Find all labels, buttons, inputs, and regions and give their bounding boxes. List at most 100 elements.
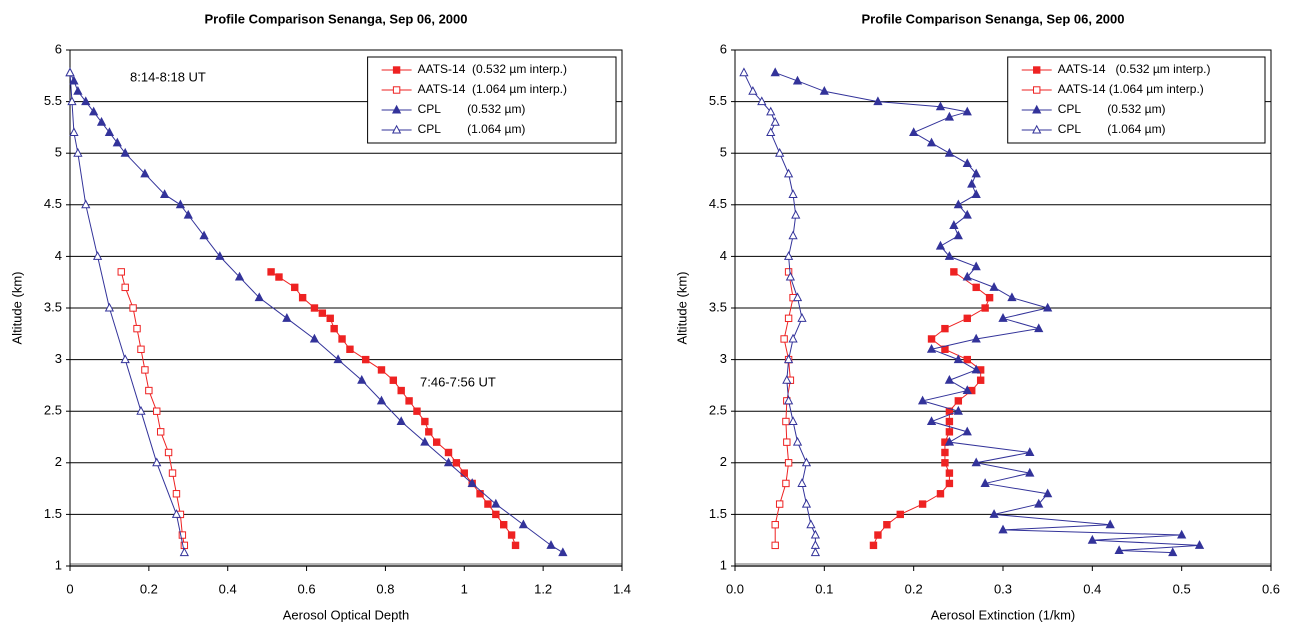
data-point (491, 498, 501, 508)
data-point (421, 417, 429, 426)
data-point (444, 448, 453, 457)
data-point (792, 436, 803, 446)
data-point (81, 96, 91, 106)
data-point (771, 521, 779, 529)
data-point (917, 395, 928, 405)
annotation: 8:14-8:18 UT (130, 69, 206, 84)
data-point (546, 540, 556, 549)
series-line (743, 72, 816, 553)
data-point (96, 116, 107, 126)
data-point (282, 313, 292, 322)
y-tick-label: 2.5 (44, 403, 62, 418)
data-point (770, 67, 780, 77)
data-point (183, 209, 193, 219)
data-point (443, 457, 454, 467)
data-point (953, 354, 963, 364)
data-point (81, 199, 91, 209)
data-point (92, 251, 103, 260)
data-point (298, 293, 307, 302)
legend-label: CPL (1.064 µm) (1058, 122, 1166, 136)
x-axis-title: Aerosol Extinction (1/km) (931, 607, 1076, 622)
data-point (944, 147, 955, 157)
y-tick-label: 2.5 (709, 403, 727, 418)
x-tick-label: 0.3 (994, 581, 1012, 596)
data-point (377, 366, 386, 374)
y-tick-label: 5.5 (44, 93, 62, 108)
legend-marker (1033, 86, 1041, 94)
legend-label: AATS-14 (1.064 µm interp.) (418, 82, 567, 96)
data-point (460, 469, 468, 477)
data-point (953, 230, 963, 240)
data-point (782, 417, 790, 426)
data-point (971, 364, 981, 374)
data-point (1177, 529, 1187, 539)
data-point (783, 438, 791, 446)
y-axis-title: Altitude (km) (9, 272, 24, 345)
y-tick-label: 3.5 (709, 299, 727, 314)
data-point (945, 479, 954, 488)
data-point (69, 127, 79, 137)
data-point (775, 500, 784, 508)
data-point (896, 510, 904, 519)
data-point (788, 416, 798, 426)
data-point (810, 529, 821, 539)
data-point (797, 478, 807, 487)
data-point (918, 500, 927, 508)
data-point (967, 178, 977, 188)
x-tick-label: 0.0 (726, 581, 744, 596)
data-point (989, 509, 999, 518)
y-tick-label: 4 (55, 248, 62, 263)
data-point (766, 106, 776, 116)
data-point (971, 189, 981, 198)
data-point (156, 428, 165, 436)
data-point (159, 189, 170, 198)
data-point (275, 273, 283, 281)
data-point (801, 498, 812, 508)
data-point (333, 354, 343, 364)
data-point (780, 335, 788, 343)
data-point (1087, 534, 1097, 544)
data-point (318, 309, 327, 317)
data-point (73, 86, 83, 95)
data-point (396, 416, 406, 426)
data-point (944, 111, 955, 121)
data-point (362, 355, 370, 364)
x-tick-label: 0.8 (376, 581, 394, 596)
data-point (926, 416, 937, 426)
y-tick-label: 1.5 (709, 506, 727, 521)
data-point (953, 199, 963, 209)
data-point (944, 251, 955, 260)
data-point (954, 397, 963, 405)
data-point (484, 500, 492, 508)
x-tick-label: 0.4 (1083, 581, 1101, 596)
data-point (199, 230, 209, 240)
data-point (783, 354, 794, 364)
data-point (140, 168, 150, 178)
data-point (869, 541, 878, 550)
data-point (757, 96, 767, 106)
data-point (980, 478, 990, 487)
annotation: 7:46-7:56 UT (420, 374, 496, 389)
data-point (405, 397, 413, 405)
data-point (944, 436, 955, 446)
legend-marker (1033, 66, 1041, 74)
data-point (178, 531, 187, 539)
legend-marker (392, 66, 401, 74)
data-point (971, 457, 981, 467)
y-tick-label: 2 (720, 454, 727, 469)
data-point (936, 490, 945, 498)
data-point (806, 519, 816, 529)
chart: Profile Comparison Senanga, Sep 06, 2000… (674, 11, 1280, 622)
series-line (69, 72, 185, 553)
data-point (254, 292, 264, 302)
data-point (784, 314, 793, 323)
y-tick-label: 1.5 (44, 506, 62, 521)
data-point (1025, 447, 1035, 456)
plot-frame (69, 49, 623, 567)
data-point (783, 251, 794, 260)
data-point (962, 158, 972, 168)
data-point (989, 282, 999, 291)
data-point (1114, 545, 1124, 555)
data-point (962, 426, 972, 436)
legend-marker (392, 86, 401, 94)
